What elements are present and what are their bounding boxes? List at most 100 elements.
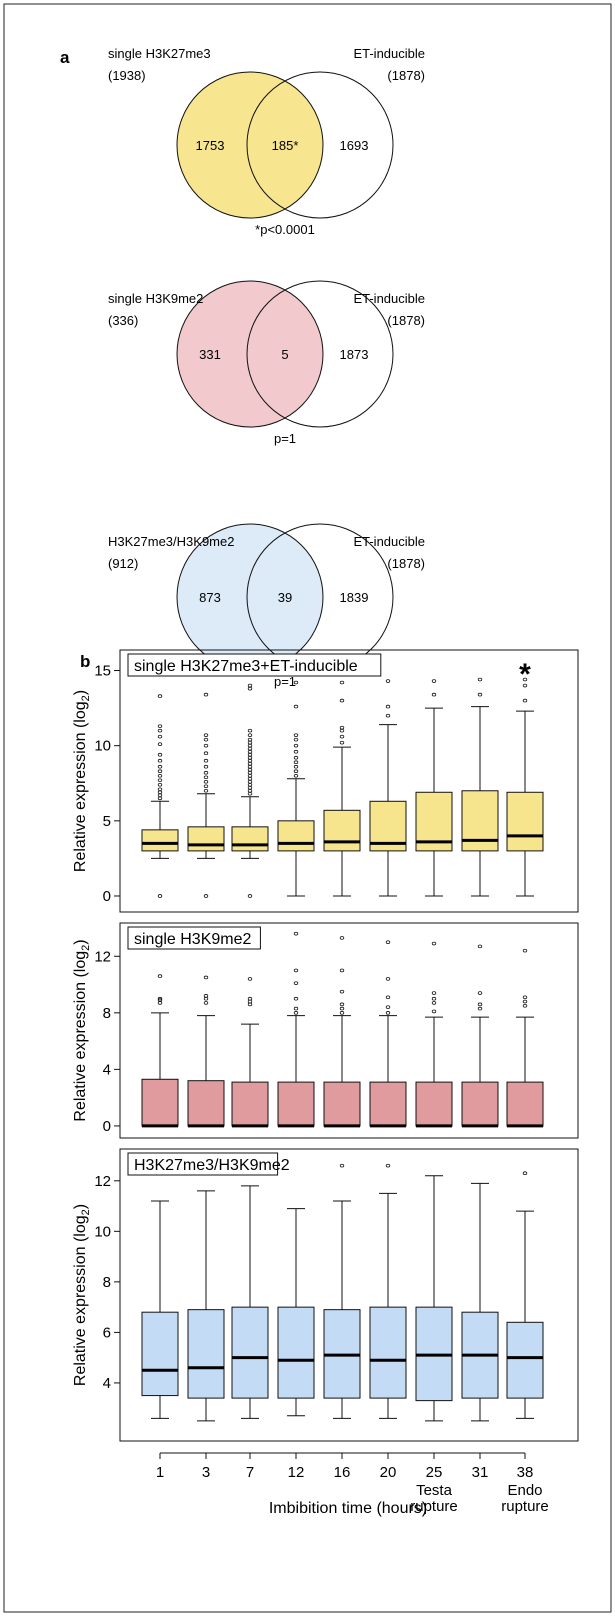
outlier-point bbox=[385, 1163, 391, 1168]
x-tick-label: 7 bbox=[246, 1464, 254, 1481]
iqr-box bbox=[506, 1321, 544, 1399]
venn-overlap-value: 185* bbox=[272, 138, 299, 153]
x-category-note: Testa bbox=[416, 1482, 453, 1499]
outlier-point bbox=[247, 758, 253, 763]
x-tick-label: 31 bbox=[472, 1464, 489, 1481]
outlier-point bbox=[157, 974, 163, 978]
x-tick-label: 1 bbox=[156, 1464, 164, 1481]
venn-pvalue: p=1 bbox=[274, 431, 296, 446]
outlier-point bbox=[385, 1005, 391, 1009]
iqr-box bbox=[231, 1306, 269, 1399]
box-25 bbox=[415, 941, 453, 1128]
outlier-point bbox=[339, 680, 345, 685]
venn-left-only-value: 1753 bbox=[196, 138, 225, 153]
venn-left-circle bbox=[176, 280, 324, 428]
outlier-point bbox=[247, 749, 253, 754]
outlier-point bbox=[203, 894, 209, 898]
box-20 bbox=[369, 940, 407, 1128]
venn-right-only-value: 1839 bbox=[340, 590, 369, 605]
x-tick-label: 16 bbox=[334, 1464, 351, 1481]
iqr-box bbox=[187, 1080, 225, 1127]
y-axis-label-subscript: 2 bbox=[80, 695, 92, 701]
iqr-box bbox=[231, 1081, 269, 1127]
box-12 bbox=[277, 1208, 315, 1417]
outlier-point bbox=[157, 752, 163, 757]
y-tick-label: 5 bbox=[103, 813, 111, 830]
outlier-point bbox=[157, 787, 163, 792]
venn-2: single H3K9me2 (336) ET-inducible (1878) 331… bbox=[108, 280, 425, 446]
y-tick-label: 6 bbox=[103, 1324, 111, 1341]
outlier-point bbox=[247, 728, 253, 733]
y-axis-label: Relative expression (log2) bbox=[72, 1204, 92, 1386]
x-tick-label: 12 bbox=[288, 1464, 305, 1481]
outlier-point bbox=[247, 737, 253, 742]
venn-left-count: (336) bbox=[108, 313, 138, 328]
outlier-point bbox=[203, 737, 209, 742]
outlier-point bbox=[522, 698, 528, 703]
outlier-point bbox=[247, 791, 253, 796]
plot-title-box bbox=[127, 1152, 279, 1176]
venn-right-circle bbox=[246, 280, 394, 428]
box-7 bbox=[231, 1185, 269, 1419]
outlier-point bbox=[247, 746, 253, 751]
iqr-box bbox=[277, 820, 315, 852]
outlier-point bbox=[339, 740, 345, 745]
outlier-point bbox=[247, 782, 253, 787]
outlier-point bbox=[247, 767, 253, 772]
outlier-point bbox=[203, 775, 209, 780]
outlier-point bbox=[157, 728, 163, 733]
outlier-point bbox=[339, 728, 345, 733]
venn-left-count: (912) bbox=[108, 556, 138, 571]
x-category-note: rupture bbox=[501, 1498, 549, 1515]
outlier-point bbox=[293, 749, 299, 754]
box-12 bbox=[277, 931, 315, 1128]
outlier-point bbox=[431, 1001, 437, 1005]
outlier-point bbox=[339, 989, 345, 994]
outlier-point bbox=[522, 1003, 528, 1008]
outlier-point bbox=[293, 733, 299, 737]
outlier-point bbox=[203, 758, 209, 763]
outlier-point bbox=[203, 692, 209, 697]
outlier-point bbox=[157, 734, 163, 739]
outlier-point bbox=[203, 994, 209, 998]
outlier-point bbox=[157, 778, 163, 783]
outlier-point bbox=[431, 991, 437, 995]
y-axis-label-subscript: 2 bbox=[80, 1209, 92, 1215]
y-axis-label: Relative expression (log2) bbox=[72, 690, 92, 872]
outlier-point bbox=[157, 782, 163, 787]
outlier-point bbox=[385, 679, 391, 683]
venn-right-label: ET-inducible bbox=[353, 46, 425, 61]
outlier-point bbox=[339, 1163, 345, 1168]
outlier-point bbox=[157, 894, 163, 898]
box-31 bbox=[461, 1182, 499, 1422]
outlier-point bbox=[247, 773, 253, 778]
outlier-point bbox=[385, 940, 391, 944]
venn-right-circle bbox=[246, 71, 394, 219]
outlier-point bbox=[477, 1006, 483, 1011]
iqr-box bbox=[323, 809, 361, 852]
outlier-point bbox=[157, 724, 163, 728]
box-31 bbox=[461, 677, 499, 897]
outlier-point bbox=[522, 948, 528, 953]
outlier-point bbox=[157, 793, 163, 798]
outlier-point bbox=[247, 733, 253, 737]
box-16 bbox=[323, 680, 361, 897]
x-axis-label: Imbibition time (hours) bbox=[269, 1500, 427, 1517]
y-axis-label-main: Relative expression (log bbox=[72, 701, 89, 872]
iqr-box bbox=[369, 1081, 407, 1127]
outlier-point bbox=[157, 764, 163, 769]
outlier-point bbox=[247, 996, 253, 1001]
outlier-point bbox=[247, 776, 253, 781]
outlier-point bbox=[293, 968, 299, 973]
box-25 bbox=[415, 1175, 453, 1422]
outlier-point bbox=[203, 733, 209, 737]
y-axis-label: Relative expression (log2) bbox=[72, 939, 92, 1121]
x-tick-label: 20 bbox=[380, 1464, 397, 1481]
y-tick-label: 12 bbox=[94, 1173, 111, 1190]
panel-label-a: a bbox=[60, 48, 70, 67]
outlier-point bbox=[385, 1011, 391, 1015]
significance-star: * bbox=[519, 658, 531, 691]
outlier-point bbox=[477, 944, 483, 949]
iqr-box bbox=[141, 1311, 179, 1397]
